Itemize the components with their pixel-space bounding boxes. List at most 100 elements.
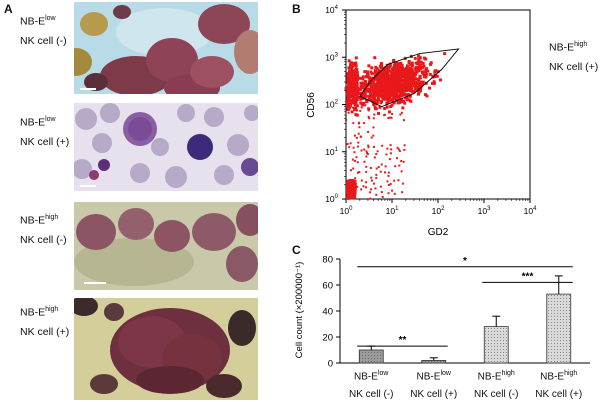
flow-point — [370, 81, 374, 85]
flow-point — [360, 149, 363, 152]
flow-point — [388, 90, 392, 94]
flow-point — [353, 103, 357, 107]
flow-point — [385, 81, 389, 85]
flow-point — [393, 72, 397, 76]
flow-point — [393, 77, 397, 81]
flow-point — [357, 141, 360, 144]
flow-point — [353, 134, 356, 137]
flow-point — [418, 76, 422, 80]
flow-point — [380, 61, 384, 65]
flow-point — [417, 66, 421, 70]
y-tick-label: 104 — [325, 5, 338, 15]
flow-point — [389, 83, 393, 87]
flow-point — [397, 179, 400, 182]
flow-point — [372, 145, 375, 148]
flow-point — [426, 69, 430, 73]
flow-point — [376, 89, 380, 93]
flow-point — [346, 188, 350, 192]
flow-point — [352, 195, 356, 199]
flow-point — [348, 186, 352, 190]
flow-point — [373, 101, 377, 105]
flow-point — [390, 98, 394, 102]
flow-point — [428, 86, 432, 90]
flow-point — [356, 171, 359, 174]
flow-point — [393, 192, 396, 195]
flow-point — [369, 92, 373, 96]
flow-point — [400, 111, 403, 114]
flow-point — [363, 160, 366, 163]
flow-point — [399, 94, 402, 97]
flow-point — [391, 85, 395, 89]
flow-point — [362, 94, 366, 98]
flow-point — [394, 63, 398, 67]
flow-point — [387, 93, 390, 96]
flow-point — [353, 159, 356, 162]
flow-point — [360, 85, 364, 89]
flow-point — [436, 70, 440, 74]
flow-point — [389, 152, 392, 155]
flow-point — [373, 83, 377, 87]
flow-point — [438, 78, 442, 82]
flow-point — [382, 74, 386, 78]
flow-point — [355, 77, 359, 81]
flow-point — [401, 100, 405, 104]
flow-point — [352, 63, 356, 67]
flow-point — [400, 159, 403, 162]
flow-point — [349, 101, 353, 105]
flow-point — [388, 158, 391, 161]
flow-point — [370, 95, 374, 99]
flow-point — [347, 59, 351, 63]
flow-point — [430, 81, 434, 85]
flow-point — [379, 90, 383, 94]
flow-point — [355, 79, 359, 83]
flow-point — [381, 69, 385, 73]
flow-point — [401, 92, 405, 96]
flow-point — [381, 96, 385, 100]
flow-point — [353, 182, 357, 186]
flow-point — [395, 88, 399, 92]
x-tick-label: 101 — [386, 206, 399, 216]
flow-point — [364, 94, 368, 98]
flow-point — [410, 82, 414, 86]
flow-point — [421, 70, 425, 74]
flow-point — [350, 110, 354, 114]
row-4-group: NB-E — [20, 306, 46, 319]
flow-point — [418, 56, 422, 60]
significance-label: * — [463, 256, 467, 267]
flow-point — [396, 81, 400, 85]
panel-b-group: NB-E — [549, 41, 575, 54]
row-1-group: NB-E — [20, 15, 46, 28]
flow-point — [403, 81, 407, 85]
flow-point — [352, 122, 355, 125]
flow-point — [402, 119, 405, 122]
micrograph-1 — [74, 2, 258, 94]
flow-point — [356, 185, 359, 188]
flow-point — [368, 79, 372, 83]
flow-point — [374, 65, 378, 69]
flow-point — [414, 87, 418, 91]
flow-point — [348, 107, 351, 110]
flow-point — [403, 75, 407, 79]
flow-point — [383, 94, 387, 98]
flow-point — [390, 116, 393, 119]
flow-point — [394, 87, 398, 91]
bar-y-tick-label: 40 — [322, 307, 333, 318]
flow-point — [391, 83, 395, 87]
flow-point — [346, 97, 350, 101]
flow-point — [405, 64, 409, 68]
flow-points — [344, 52, 447, 200]
bar-category-label: NB-Ehigh NK cell (+) — [535, 370, 583, 401]
flow-point — [374, 91, 378, 95]
flow-point — [435, 74, 439, 78]
flow-point — [353, 88, 357, 92]
flow-point — [404, 96, 407, 99]
row-1-label: NB-Elow NK cell (-) — [20, 12, 67, 48]
flow-point — [353, 107, 357, 111]
flow-point — [374, 107, 378, 111]
flow-point — [347, 92, 350, 95]
flow-point — [405, 97, 409, 101]
flow-point — [351, 193, 355, 197]
flow-point — [372, 92, 376, 96]
flow-point — [408, 94, 412, 98]
flow-point — [399, 79, 403, 83]
